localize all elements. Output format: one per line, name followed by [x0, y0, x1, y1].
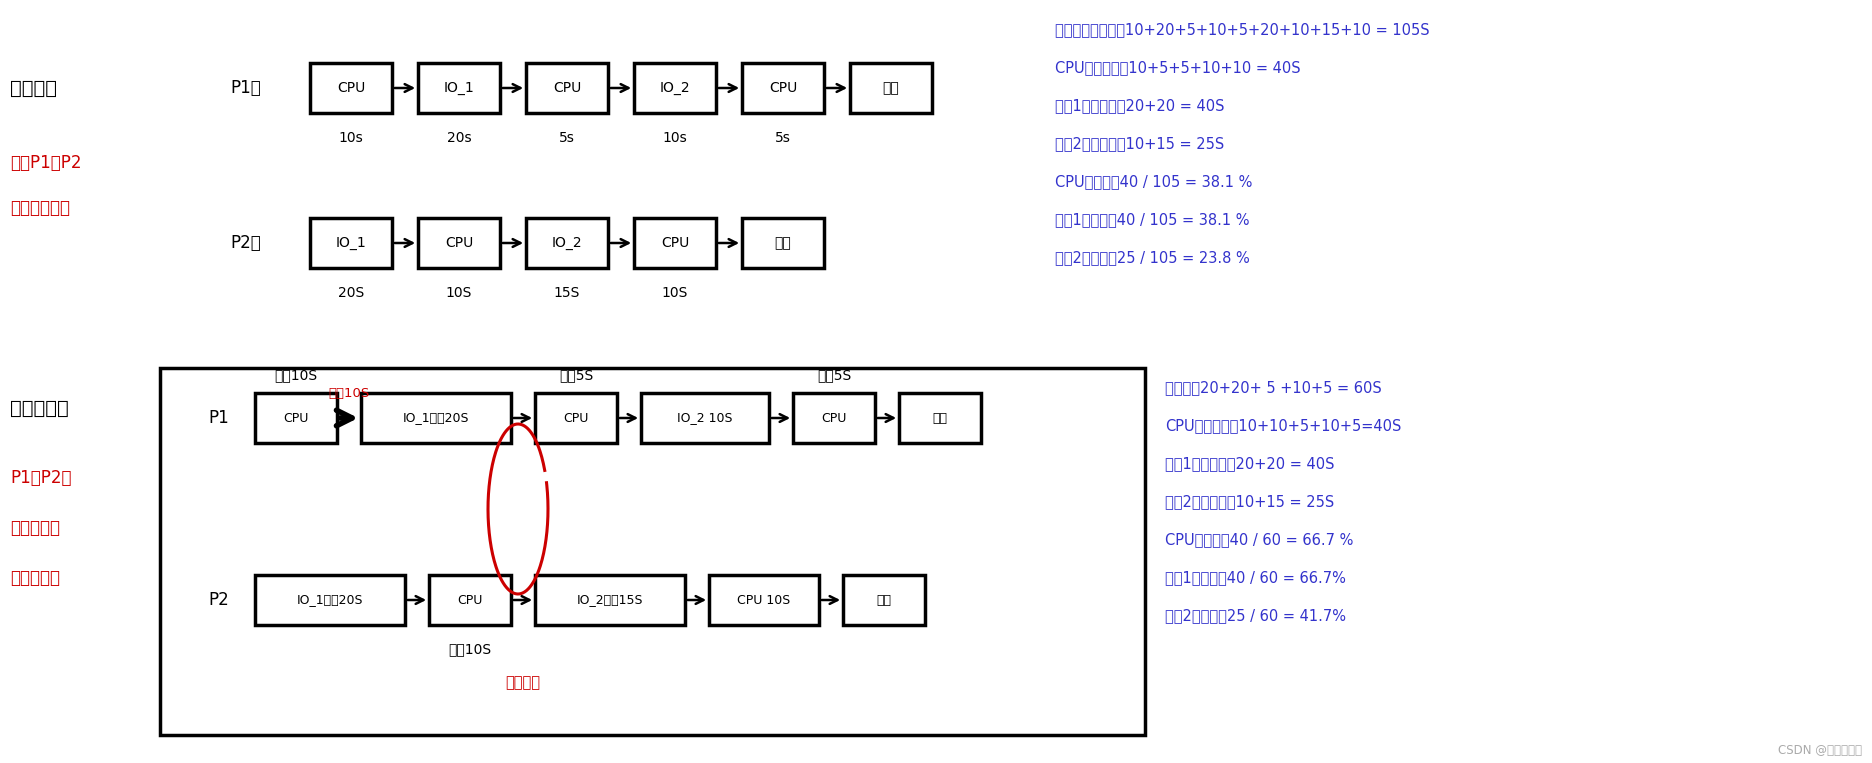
Text: 结束: 结束 [876, 594, 891, 607]
Text: 不用等待: 不用等待 [505, 675, 541, 691]
FancyBboxPatch shape [535, 393, 618, 443]
FancyBboxPatch shape [255, 575, 404, 625]
Text: IO_1: IO_1 [335, 236, 367, 250]
Text: IO_1执行20S: IO_1执行20S [402, 411, 470, 424]
Text: 此时P1和P2: 此时P1和P2 [9, 154, 82, 172]
FancyBboxPatch shape [535, 575, 685, 625]
Text: 20S: 20S [337, 286, 365, 300]
Text: 结束: 结束 [882, 81, 899, 95]
Text: CPU: CPU [822, 411, 846, 424]
Text: P1和P2的: P1和P2的 [9, 469, 71, 487]
FancyBboxPatch shape [640, 393, 769, 443]
FancyBboxPatch shape [842, 575, 925, 625]
Text: 不同设备可: 不同设备可 [9, 519, 60, 537]
Text: 执行5S: 执行5S [560, 368, 593, 382]
Text: IO_2: IO_2 [552, 236, 582, 250]
FancyBboxPatch shape [311, 63, 391, 113]
FancyBboxPatch shape [709, 575, 820, 625]
Text: 设备2利用率：25 / 105 = 23.8 %: 设备2利用率：25 / 105 = 23.8 % [1056, 250, 1250, 266]
Text: 设备1执行时间：20+20 = 40S: 设备1执行时间：20+20 = 40S [1056, 98, 1224, 114]
Text: IO_1: IO_1 [444, 81, 474, 95]
Text: 总用时：20+20+ 5 +10+5 = 60S: 总用时：20+20+ 5 +10+5 = 60S [1164, 381, 1382, 395]
Text: CPU: CPU [457, 594, 483, 607]
Text: 并发执行：: 并发执行： [9, 398, 69, 417]
Text: CPU 10S: CPU 10S [738, 594, 790, 607]
Text: P1：: P1： [230, 79, 260, 97]
Text: CPU: CPU [563, 411, 588, 424]
Text: 设备2利用率：25 / 60 = 41.7%: 设备2利用率：25 / 60 = 41.7% [1164, 609, 1346, 623]
Text: P2: P2 [208, 591, 228, 609]
Text: CPU: CPU [446, 236, 474, 250]
FancyBboxPatch shape [899, 393, 981, 443]
Text: 顺序执行总时间：10+20+5+10+5+20+10+15+10 = 105S: 顺序执行总时间：10+20+5+10+5+20+10+15+10 = 105S [1056, 22, 1430, 37]
Text: CPU: CPU [661, 236, 689, 250]
FancyBboxPatch shape [741, 218, 824, 268]
FancyBboxPatch shape [255, 393, 337, 443]
Text: 15S: 15S [554, 286, 580, 300]
FancyBboxPatch shape [850, 63, 932, 113]
Text: 没有先后顺序: 没有先后顺序 [9, 199, 69, 217]
FancyBboxPatch shape [311, 218, 391, 268]
Text: CPU执行时间：10+10+5+10+5=40S: CPU执行时间：10+10+5+10+5=40S [1164, 418, 1402, 433]
FancyBboxPatch shape [794, 393, 874, 443]
FancyBboxPatch shape [741, 63, 824, 113]
FancyBboxPatch shape [417, 63, 500, 113]
Text: 5s: 5s [560, 131, 575, 145]
Text: 设备1利用率：40 / 105 = 38.1 %: 设备1利用率：40 / 105 = 38.1 % [1056, 213, 1249, 227]
FancyBboxPatch shape [417, 218, 500, 268]
Text: 以并发执行: 以并发执行 [9, 569, 60, 587]
Text: 等待10S: 等待10S [328, 388, 369, 401]
Text: CPU执行时间：10+5+5+10+10 = 40S: CPU执行时间：10+5+5+10+10 = 40S [1056, 60, 1301, 76]
Text: CPU: CPU [552, 81, 580, 95]
FancyBboxPatch shape [361, 393, 511, 443]
Text: P2：: P2： [230, 234, 260, 252]
Text: IO_2: IO_2 [659, 81, 691, 95]
Text: 顺序执行: 顺序执行 [9, 79, 56, 98]
Text: 结束: 结束 [932, 411, 947, 424]
Text: 执行5S: 执行5S [816, 368, 852, 382]
Text: 10S: 10S [663, 286, 689, 300]
Text: CPU: CPU [283, 411, 309, 424]
Text: 10S: 10S [446, 286, 472, 300]
FancyBboxPatch shape [526, 63, 608, 113]
Text: 设备1利用率：40 / 60 = 66.7%: 设备1利用率：40 / 60 = 66.7% [1164, 571, 1346, 585]
Text: 执行10S: 执行10S [275, 368, 318, 382]
Text: 设备1执行时间：20+20 = 40S: 设备1执行时间：20+20 = 40S [1164, 456, 1335, 472]
Text: CPU利用率：40 / 60 = 66.7 %: CPU利用率：40 / 60 = 66.7 % [1164, 533, 1353, 548]
Text: IO_2 10S: IO_2 10S [678, 411, 732, 424]
FancyBboxPatch shape [526, 218, 608, 268]
FancyBboxPatch shape [159, 368, 1146, 735]
Text: CPU利用率：40 / 105 = 38.1 %: CPU利用率：40 / 105 = 38.1 % [1056, 175, 1252, 189]
Text: CPU: CPU [337, 81, 365, 95]
FancyBboxPatch shape [635, 218, 715, 268]
Text: 设备2执行时间：10+15 = 25S: 设备2执行时间：10+15 = 25S [1056, 137, 1224, 152]
Text: 执行10S: 执行10S [449, 642, 492, 656]
FancyBboxPatch shape [429, 575, 511, 625]
Text: 10s: 10s [663, 131, 687, 145]
Text: 20s: 20s [447, 131, 472, 145]
Text: 10s: 10s [339, 131, 363, 145]
Text: P1: P1 [208, 409, 228, 427]
Text: IO_2执行15S: IO_2执行15S [577, 594, 644, 607]
Text: 设备2执行时间：10+15 = 25S: 设备2执行时间：10+15 = 25S [1164, 494, 1335, 510]
Text: 5s: 5s [775, 131, 792, 145]
Text: CSDN @青铜筋骨火: CSDN @青铜筋骨火 [1778, 743, 1863, 756]
Text: CPU: CPU [769, 81, 797, 95]
Text: 结束: 结束 [775, 236, 792, 250]
FancyBboxPatch shape [635, 63, 715, 113]
Text: IO_1执行20S: IO_1执行20S [298, 594, 363, 607]
